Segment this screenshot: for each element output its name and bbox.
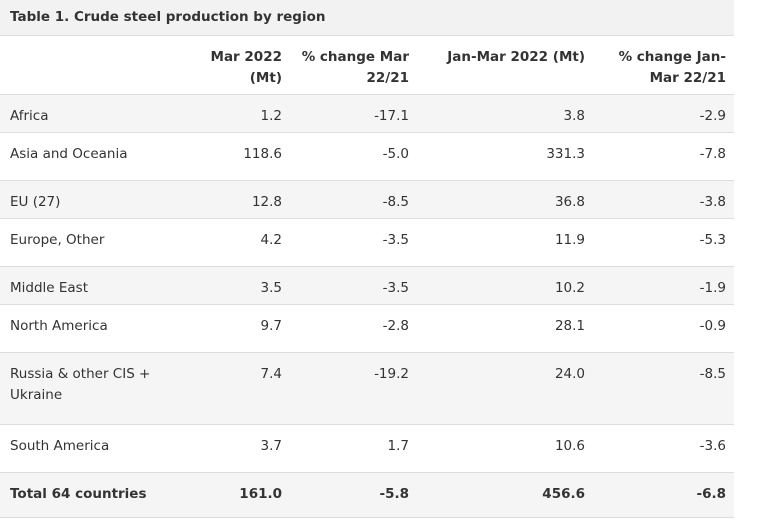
- region-cell: Europe, Other: [0, 218, 184, 267]
- region-cell: North America: [0, 304, 184, 353]
- mar-cell: 1.2: [184, 94, 290, 133]
- region-cell: South America: [0, 424, 184, 473]
- mar-cell: 9.7: [184, 304, 290, 353]
- mar-cell: 3.7: [184, 424, 290, 473]
- ytd-cell: 24.0: [417, 352, 593, 425]
- ytd-change-cell: -3.8: [593, 180, 734, 219]
- header-region: [0, 36, 184, 95]
- mar-change-cell: -19.2: [290, 352, 417, 425]
- table-row: Europe, Other 4.2 -3.5 11.9 -5.3: [0, 218, 734, 267]
- ytd-cell: 331.3: [417, 132, 593, 181]
- mar-change-cell: 1.7: [290, 424, 417, 473]
- mar-change-cell: -3.5: [290, 266, 417, 305]
- header-mar-change: % change Mar 22/21: [290, 36, 417, 95]
- ytd-cell: 11.9: [417, 218, 593, 267]
- ytd-cell: 10.2: [417, 266, 593, 305]
- steel-production-table: Mar 2022 (Mt) % change Mar 22/21 Jan-Mar…: [0, 36, 734, 518]
- mar-cell: 3.5: [184, 266, 290, 305]
- region-cell: Asia and Oceania: [0, 132, 184, 181]
- region-cell: Russia & other CIS + Ukraine: [0, 352, 184, 425]
- mar-change-cell: -3.5: [290, 218, 417, 267]
- mar-cell: 4.2: [184, 218, 290, 267]
- mar-change-cell: -8.5: [290, 180, 417, 219]
- total-ytd-change: -6.8: [593, 472, 734, 518]
- ytd-change-cell: -5.3: [593, 218, 734, 267]
- table-row: Asia and Oceania 118.6 -5.0 331.3 -7.8: [0, 132, 734, 181]
- ytd-cell: 10.6: [417, 424, 593, 473]
- total-mar-change: -5.8: [290, 472, 417, 518]
- header-ytd: Jan-Mar 2022 (Mt): [417, 36, 593, 95]
- region-cell: Africa: [0, 94, 184, 133]
- total-row: Total 64 countries 161.0 -5.8 456.6 -6.8: [0, 472, 734, 518]
- table-row: Middle East 3.5 -3.5 10.2 -1.9: [0, 266, 734, 305]
- ytd-change-cell: -1.9: [593, 266, 734, 305]
- table-row: North America 9.7 -2.8 28.1 -0.9: [0, 304, 734, 353]
- region-cell: EU (27): [0, 180, 184, 219]
- ytd-cell: 3.8: [417, 94, 593, 133]
- total-label: Total 64 countries: [0, 472, 184, 518]
- mar-cell: 7.4: [184, 352, 290, 425]
- mar-cell: 118.6: [184, 132, 290, 181]
- ytd-change-cell: -0.9: [593, 304, 734, 353]
- ytd-change-cell: -7.8: [593, 132, 734, 181]
- table-caption: Table 1. Crude steel production by regio…: [0, 0, 734, 36]
- mar-change-cell: -5.0: [290, 132, 417, 181]
- ytd-cell: 36.8: [417, 180, 593, 219]
- mar-change-cell: -17.1: [290, 94, 417, 133]
- region-cell: Middle East: [0, 266, 184, 305]
- table-row: EU (27) 12.8 -8.5 36.8 -3.8: [0, 180, 734, 219]
- header-mar: Mar 2022 (Mt): [184, 36, 290, 95]
- ytd-change-cell: -2.9: [593, 94, 734, 133]
- table-row: South America 3.7 1.7 10.6 -3.6: [0, 424, 734, 473]
- ytd-cell: 28.1: [417, 304, 593, 353]
- header-row: Mar 2022 (Mt) % change Mar 22/21 Jan-Mar…: [0, 36, 734, 95]
- table-row: Russia & other CIS + Ukraine 7.4 -19.2 2…: [0, 352, 734, 425]
- mar-cell: 12.8: [184, 180, 290, 219]
- steel-production-table-container: Table 1. Crude steel production by regio…: [0, 0, 734, 518]
- mar-change-cell: -2.8: [290, 304, 417, 353]
- total-mar: 161.0: [184, 472, 290, 518]
- header-ytd-change: % change Jan-Mar 22/21: [593, 36, 734, 95]
- ytd-change-cell: -8.5: [593, 352, 734, 425]
- table-row: Africa 1.2 -17.1 3.8 -2.9: [0, 94, 734, 133]
- total-ytd: 456.6: [417, 472, 593, 518]
- ytd-change-cell: -3.6: [593, 424, 734, 473]
